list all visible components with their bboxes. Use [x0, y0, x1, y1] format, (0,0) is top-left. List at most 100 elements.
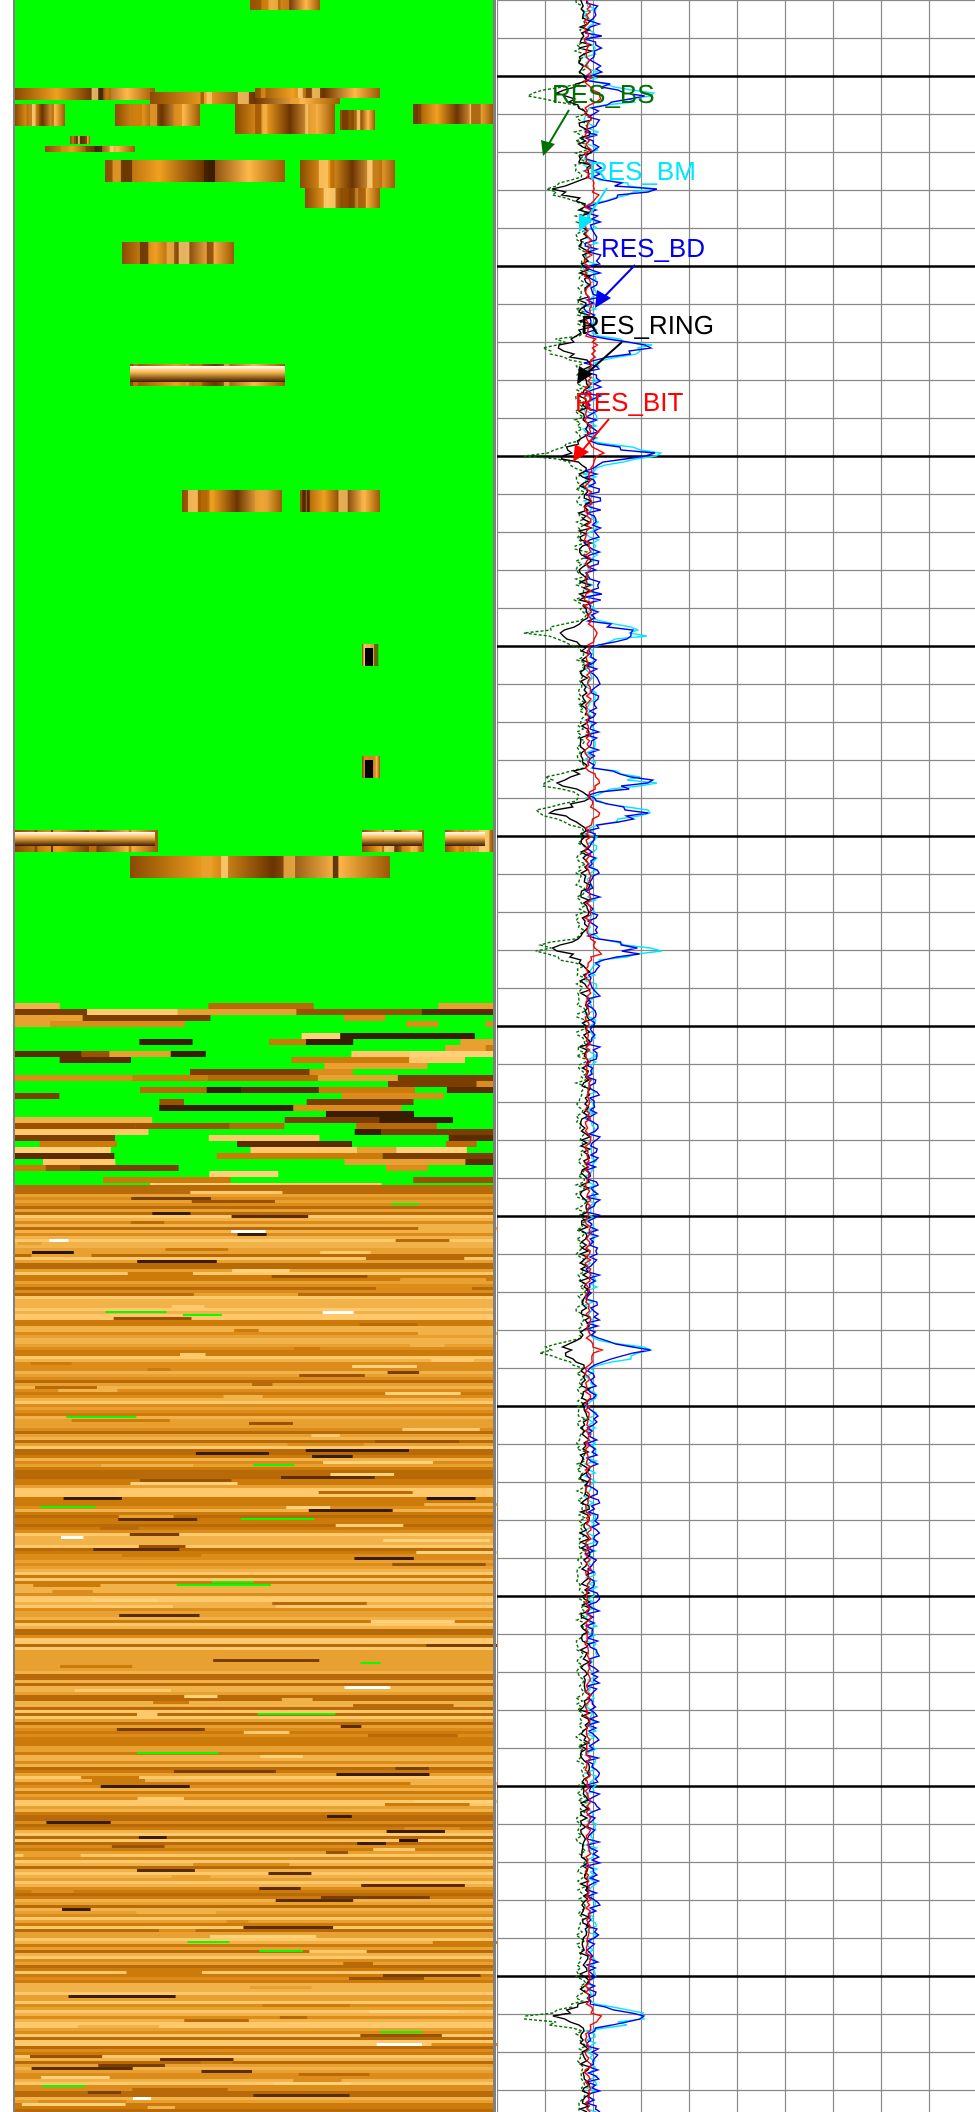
image-lamina-patch [369, 2010, 459, 2013]
image-lamina-patch [318, 1491, 413, 1494]
image-lamina [15, 1368, 493, 1371]
image-lamina [15, 1536, 493, 1539]
image-lamina [15, 1716, 493, 1719]
image-lamina-patch [184, 2019, 249, 2022]
image-nodata-streak [257, 1713, 336, 1715]
image-lamina-patch [404, 1827, 460, 1830]
image-lamina [15, 1455, 493, 1458]
image-lamina [15, 1305, 493, 1308]
image-lamina [15, 1785, 493, 1788]
image-lamina [15, 1500, 493, 1503]
image-nodata-streak [391, 1203, 419, 1205]
image-lamina-patch [171, 1875, 211, 1878]
image-texture [356, 110, 360, 130]
image-lamina [15, 1503, 493, 1506]
image-lamina [15, 1350, 493, 1353]
image-texture [367, 160, 378, 188]
image-lamina-patch [383, 1539, 490, 1542]
image-band [379, 1117, 454, 1123]
label-res-bm: RES_BM [579, 156, 696, 232]
image-nodata-streak [136, 1752, 219, 1754]
image-lamina [15, 1266, 493, 1269]
image-band [81, 1051, 110, 1057]
image-band [421, 1009, 493, 1015]
image-band [438, 1003, 493, 1009]
image-lamina-patch [431, 1359, 474, 1362]
image-band [448, 1135, 493, 1141]
image-lamina-patch [330, 1473, 395, 1476]
image-lamina-patch [361, 1446, 467, 1449]
image-lamina-patch [35, 1386, 97, 1389]
arrowhead-res-bd [595, 290, 611, 308]
image-lamina-patch [111, 1845, 165, 1848]
image-lamina-patch [320, 1251, 371, 1254]
image-texture [221, 856, 228, 878]
image-nodata-streak [240, 1518, 315, 1520]
image-lamina-patch [272, 1602, 367, 1605]
image-lamina [15, 1920, 493, 1923]
curve-res-bit [582, 0, 606, 2112]
image-lamina [15, 1911, 493, 1914]
image-lamina [15, 1431, 493, 1434]
image-lamina [15, 1338, 493, 1341]
image-band [354, 1129, 382, 1135]
image-band [45, 1165, 81, 1171]
image-lamina-patch [354, 1557, 414, 1560]
image-lamina-patch [98, 2064, 165, 2067]
image-lamina-patch [276, 1749, 350, 1752]
image-lamina-spot [32, 1251, 74, 1254]
image-band [15, 1153, 115, 1159]
image-lamina [15, 1275, 493, 1278]
image-lamina [15, 1221, 493, 1224]
image-lamina-patch [131, 1197, 212, 1200]
image-lamina [15, 1824, 493, 1827]
image-lamina [15, 1287, 493, 1290]
image-band [293, 1105, 402, 1111]
image-lamina [15, 1548, 493, 1551]
image-texture [372, 160, 383, 188]
image-texture [130, 104, 142, 126]
image-lamina [15, 1554, 493, 1557]
arrow-res-bd [602, 264, 636, 299]
image-lamina [15, 1632, 493, 1635]
image-lamina [15, 1953, 493, 1956]
image-lamina-spot [231, 1230, 266, 1233]
image-nodata-streak [40, 1506, 96, 1508]
image-lamina [15, 2016, 493, 2019]
image-lamina-patch [359, 1323, 418, 1326]
image-band [59, 1057, 131, 1063]
image-band [15, 1135, 115, 1141]
image-lamina-patch [294, 1347, 321, 1350]
image-lamina-patch [30, 1362, 72, 1365]
image-lamina [15, 1197, 493, 1200]
curve-res-bs [523, 0, 590, 2112]
image-texture [323, 188, 336, 208]
image-lamina-patch [395, 1767, 429, 1770]
label-res-bs: RES_BS [541, 79, 655, 156]
image-texture [109, 146, 114, 152]
image-lamina-patch [340, 1725, 362, 1728]
image-bright-streak [15, 832, 155, 846]
image-lamina [15, 1326, 493, 1329]
image-lamina-patch [180, 1353, 206, 1356]
image-lamina [15, 1965, 493, 1968]
image-lamina [15, 1449, 493, 1452]
image-lamina-patch [119, 1614, 200, 1617]
image-lamina-patch [52, 1590, 93, 1593]
resistivity-log-track: RES_BS RES_BM RES_BD RES_RING RES_BIT [497, 0, 975, 2112]
image-band [325, 1111, 415, 1117]
image-lamina [15, 1365, 493, 1368]
image-lamina [15, 1869, 493, 1872]
image-band [250, 1147, 358, 1153]
image-lamina [15, 1539, 493, 1542]
image-band [413, 1177, 493, 1183]
image-lamina [15, 1485, 493, 1488]
image-lamina [15, 1854, 493, 1857]
image-lamina-patch [147, 2106, 175, 2109]
image-band [208, 1003, 314, 1009]
image-lamina [15, 1881, 493, 1884]
image-lamina [15, 1467, 493, 1470]
image-band [476, 1081, 493, 1087]
image-texture [75, 136, 87, 144]
image-lamina-patch [19, 1560, 113, 1563]
